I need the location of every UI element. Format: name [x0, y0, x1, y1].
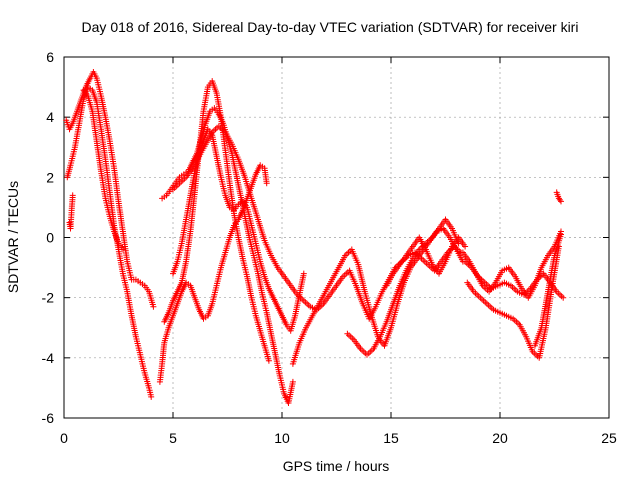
x-axis-label: GPS time / hours: [283, 458, 390, 474]
series-track-o: [462, 258, 567, 301]
x-tick-label: 10: [274, 430, 290, 446]
series-track-k: [344, 216, 462, 358]
x-tick-label: 15: [383, 430, 399, 446]
data-points: [63, 69, 567, 406]
data-point-markers: [156, 162, 270, 385]
data-point-markers: [64, 84, 155, 400]
gridlines: [64, 57, 609, 418]
series-track-l: [383, 234, 469, 289]
series-track-g: [156, 162, 270, 385]
y-tick-label: 0: [46, 230, 54, 246]
series-track-h: [170, 126, 307, 334]
series-track-c: [66, 192, 76, 232]
data-point-markers: [66, 192, 76, 232]
series-track-a: [63, 69, 157, 310]
y-tick-label: 2: [46, 169, 54, 185]
series-track-f: [161, 78, 272, 364]
data-point-markers: [462, 258, 567, 301]
series-track-b: [64, 84, 155, 400]
series-track-q: [553, 189, 564, 205]
series-track-i: [170, 123, 464, 322]
data-point-markers: [170, 126, 307, 334]
y-tick-label: -6: [42, 410, 55, 426]
chart-title: Day 018 of 2016, Sidereal Day-to-day VTE…: [82, 19, 579, 35]
x-tick-label: 25: [601, 430, 617, 446]
series-track-p: [531, 231, 564, 349]
data-point-markers: [80, 87, 126, 253]
data-point-markers: [553, 189, 564, 205]
y-tick-label: 4: [46, 109, 54, 125]
data-point-markers: [344, 216, 462, 358]
data-point-markers: [383, 234, 469, 289]
x-tick-label: 5: [169, 430, 177, 446]
y-tick-label: -4: [42, 350, 55, 366]
x-tick-label: 20: [492, 430, 508, 446]
series-track-d: [80, 87, 126, 253]
axis-ticks: 0 5 10 15 20 25 -6 -4 -2 0 2 4 6: [42, 49, 617, 446]
data-point-markers: [161, 78, 272, 364]
y-axis-label: SDTVAR / TECUs: [5, 181, 21, 293]
y-tick-label: 6: [46, 49, 54, 65]
data-point-markers: [531, 231, 564, 349]
data-point-markers: [170, 123, 464, 322]
y-tick-label: -2: [42, 290, 55, 306]
x-tick-label: 0: [60, 430, 68, 446]
data-point-markers: [63, 69, 157, 310]
